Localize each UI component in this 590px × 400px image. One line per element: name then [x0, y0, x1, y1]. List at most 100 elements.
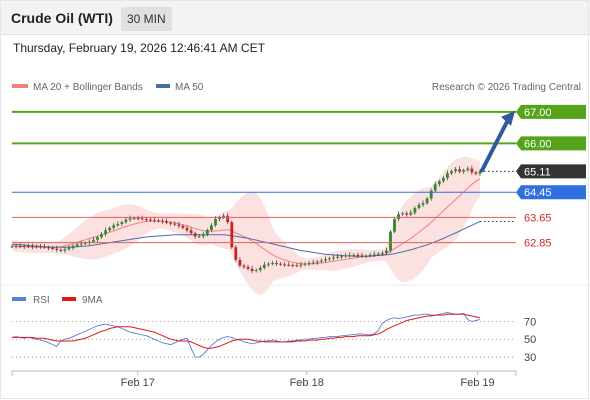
main-plot [10, 156, 516, 295]
rsi-series-1 [12, 313, 481, 349]
candle [413, 208, 417, 213]
candle [234, 247, 238, 260]
candle [462, 170, 466, 172]
candle [348, 255, 352, 257]
ma50-legend-label: MA 50 [175, 82, 204, 93]
candle [437, 181, 441, 185]
candle [397, 214, 400, 219]
level-tag-last [516, 164, 586, 179]
instrument-title: Crude Oil (WTI) [11, 10, 113, 26]
candle [153, 220, 156, 222]
forecast-arrow-shaft [480, 115, 511, 173]
candle [132, 218, 136, 220]
candle [222, 215, 225, 218]
level-label: 66.00 [524, 138, 552, 150]
candle [193, 233, 197, 237]
rsi-ma-legend-swatch [62, 297, 76, 301]
rsi-legend-label: RSI [33, 295, 50, 306]
candle [226, 215, 230, 223]
level-label: 62.85 [524, 238, 552, 250]
x-tick-label: Feb 19 [460, 377, 494, 389]
candle [421, 203, 425, 205]
candle [18, 246, 22, 248]
ma50-legend-swatch [156, 84, 170, 88]
candle [271, 263, 274, 265]
level-lines: 67.00 66.00 65.11 64.45 63.65 62.85 [12, 104, 586, 250]
candle [173, 223, 177, 225]
candle [425, 198, 429, 204]
rsi-legend-swatch [12, 297, 26, 301]
candle [446, 173, 449, 178]
candle [458, 169, 462, 172]
candle [165, 221, 168, 223]
bollinger-band [12, 156, 480, 295]
candle [478, 171, 482, 174]
candle [250, 268, 254, 271]
candle [10, 246, 14, 248]
candle [344, 255, 348, 257]
candle [454, 169, 457, 172]
candle [79, 243, 83, 245]
candle [283, 264, 287, 266]
candle [267, 263, 270, 265]
candle [254, 270, 258, 271]
copyright-label: Research © 2026 Trading Central [432, 82, 581, 93]
candle [189, 230, 193, 234]
candle [149, 219, 152, 221]
level-tag-resistance [516, 136, 586, 151]
candle [59, 249, 63, 251]
candle [442, 178, 445, 182]
candle [214, 219, 217, 226]
chart-header: Crude Oil (WTI) 30 MIN [0, 0, 590, 35]
candle [201, 234, 205, 237]
candle [83, 242, 87, 244]
x-tick-label: Feb 17 [121, 377, 155, 389]
candle [315, 261, 319, 263]
candle [55, 248, 59, 250]
candle [181, 225, 185, 228]
candle [39, 246, 42, 248]
candle [307, 263, 311, 265]
candle [43, 246, 46, 248]
candle [177, 224, 181, 226]
candle [140, 218, 144, 220]
level-label: 65.11 [524, 166, 551, 178]
candle [246, 266, 250, 269]
rsi-plot: 70 50 30 [11, 312, 536, 364]
candle [352, 254, 356, 256]
candle [218, 217, 221, 219]
candle [128, 218, 132, 220]
rsi-ma-legend-label: 9MA [82, 295, 103, 306]
candle [230, 222, 234, 248]
timeframe-button[interactable]: 30 MIN [121, 7, 172, 31]
candle [311, 262, 315, 264]
candle [51, 248, 55, 249]
candle [299, 264, 303, 266]
candle [279, 263, 282, 265]
candle [474, 172, 478, 174]
candle [197, 236, 201, 238]
ma20-legend-swatch [12, 84, 28, 88]
candle [287, 264, 291, 266]
timestamp: Thursday, February 19, 2026 12:46:41 AM … [13, 41, 265, 55]
candle [169, 222, 173, 224]
candle [262, 264, 266, 268]
candle [368, 254, 372, 256]
candle [319, 260, 323, 262]
candle [405, 213, 409, 215]
candle [26, 245, 30, 247]
level-label: 63.65 [524, 212, 552, 224]
candle [360, 255, 364, 257]
candle [112, 225, 116, 228]
candle [144, 219, 148, 220]
forecast-arrow-head [501, 110, 515, 126]
candle [364, 255, 368, 257]
candle [401, 213, 405, 215]
candle [14, 246, 18, 248]
candle [35, 246, 38, 248]
candle [303, 263, 307, 265]
candle [75, 244, 79, 246]
candle [157, 220, 160, 222]
candle [389, 231, 392, 251]
